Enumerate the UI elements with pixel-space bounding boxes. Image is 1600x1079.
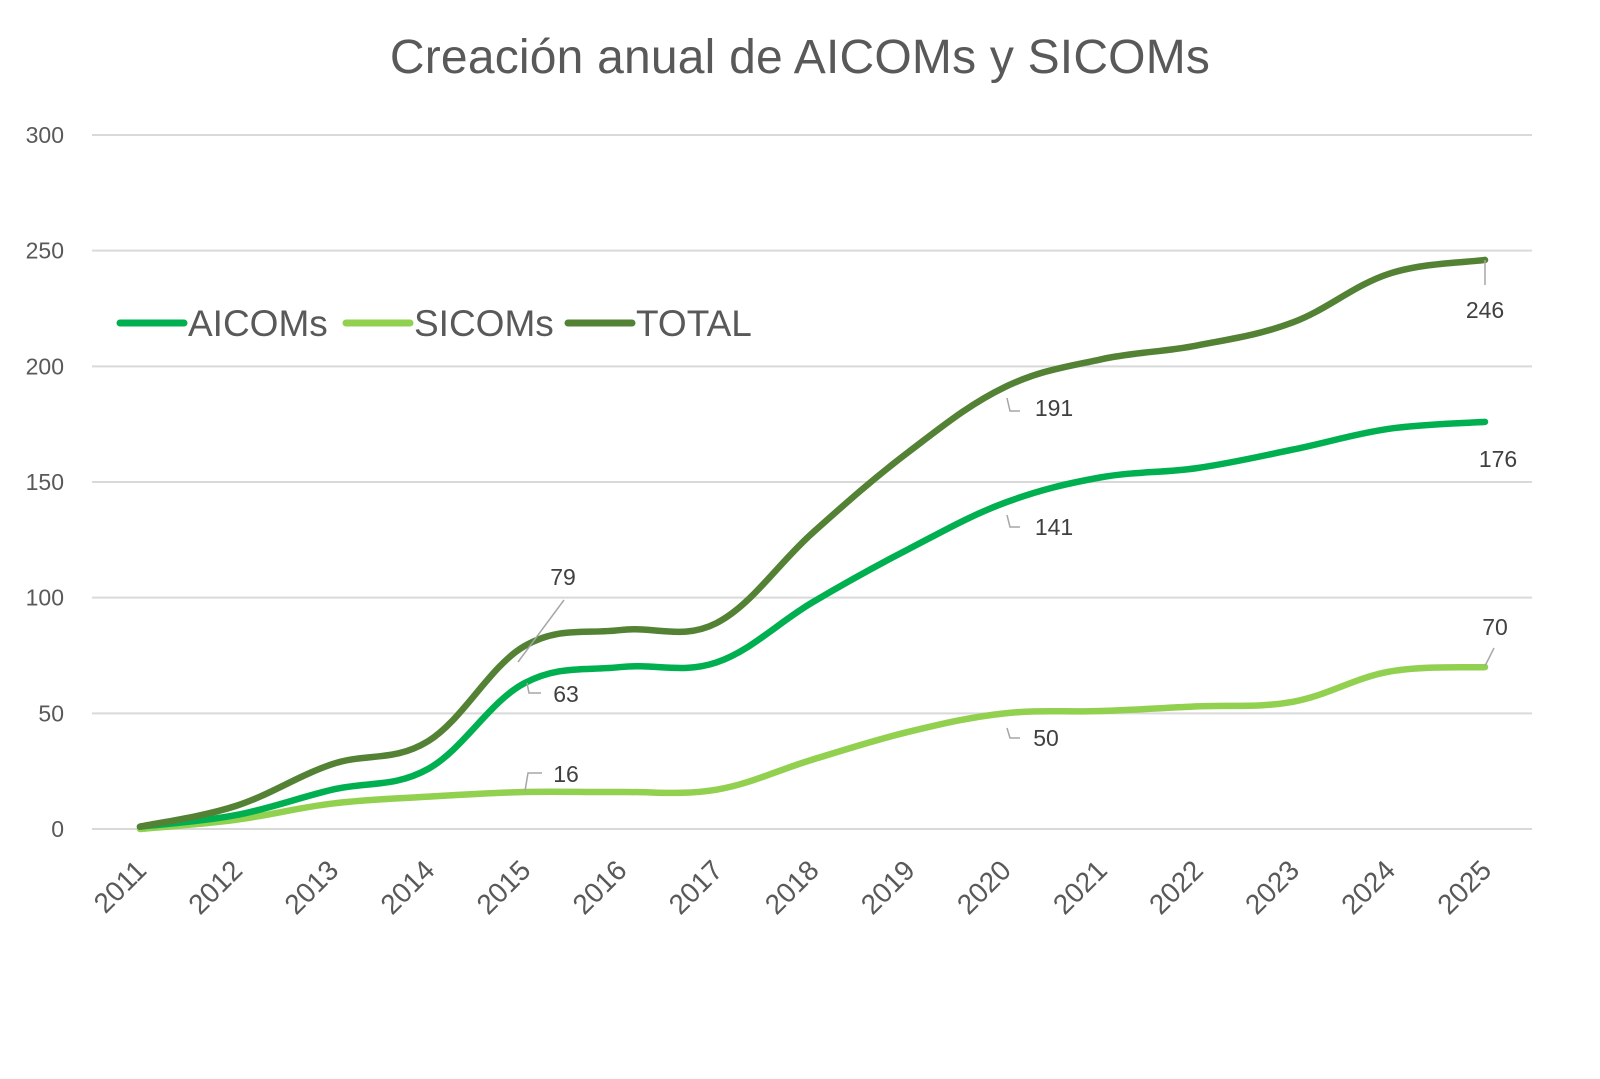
data-label-sicoms-2025: 70 — [1482, 614, 1508, 640]
x-tick-label: 2016 — [567, 854, 633, 920]
x-tick-label: 2024 — [1335, 854, 1401, 920]
series-line-aicoms — [136, 418, 1489, 830]
x-tick-label: 2020 — [951, 854, 1017, 920]
x-tick-label: 2015 — [471, 854, 537, 920]
series-line-sicoms — [136, 663, 1489, 833]
data-label-aicoms-2015: 63 — [553, 681, 579, 707]
x-tick-label: 2012 — [182, 854, 248, 920]
y-tick-label: 150 — [26, 469, 64, 495]
x-tick-label: 2013 — [278, 854, 344, 920]
series-lines — [136, 256, 1489, 833]
x-tick-label: 2018 — [759, 854, 825, 920]
data-label-total-2025: 246 — [1466, 297, 1504, 323]
x-axis-ticks: 2011 2012 2013 2014 2015 2016 2017 2018 2019 2020… — [88, 854, 1498, 920]
y-tick-label: 50 — [38, 700, 64, 726]
legend: AICOMs SICOMs TOTAL — [116, 303, 752, 344]
x-tick-label: 2025 — [1431, 854, 1497, 920]
x-tick-label: 2017 — [663, 854, 729, 920]
data-label-sicoms-2015: 16 — [553, 761, 579, 787]
x-tick-label: 2011 — [88, 854, 153, 919]
y-tick-label: 100 — [26, 585, 64, 611]
legend-item-aicoms[interactable]: AICOMs — [116, 303, 328, 344]
y-tick-label: 250 — [26, 238, 64, 264]
y-axis-ticks: 0 50 100 150 200 250 300 — [26, 122, 64, 842]
leader-line — [1006, 514, 1020, 528]
x-tick-label: 2014 — [374, 854, 440, 920]
x-tick-label: 2022 — [1143, 854, 1209, 920]
leader-line — [1006, 397, 1020, 412]
y-tick-label: 300 — [26, 122, 64, 148]
leader-line — [517, 599, 565, 663]
x-tick-label: 2021 — [1047, 854, 1113, 920]
data-label-aicoms-2020: 141 — [1035, 514, 1073, 540]
data-label-aicoms-2025: 176 — [1479, 446, 1517, 472]
leader-line — [524, 772, 542, 792]
data-labels: 63 141 176 16 50 70 79 191 246 — [517, 260, 1517, 792]
y-tick-label: 200 — [26, 353, 64, 379]
legend-label: TOTAL — [636, 303, 752, 344]
series-line-total — [136, 256, 1489, 830]
x-tick-label: 2019 — [855, 854, 921, 920]
leader-line — [1006, 727, 1020, 739]
legend-item-total[interactable]: TOTAL — [564, 303, 752, 344]
leader-line — [526, 682, 541, 694]
gridlines — [92, 134, 1532, 830]
legend-label: SICOMs — [414, 303, 554, 344]
data-label-sicoms-2020: 50 — [1033, 725, 1059, 751]
legend-label: AICOMs — [188, 303, 328, 344]
data-label-total-2015: 79 — [550, 564, 576, 590]
legend-item-sicoms[interactable]: SICOMs — [342, 303, 554, 344]
leader-line — [1484, 647, 1495, 667]
data-label-total-2020: 191 — [1035, 395, 1073, 421]
x-tick-label: 2023 — [1239, 854, 1305, 920]
chart-title: Creación anual de AICOMs y SICOMs — [389, 31, 1211, 84]
y-tick-label: 0 — [51, 816, 64, 842]
